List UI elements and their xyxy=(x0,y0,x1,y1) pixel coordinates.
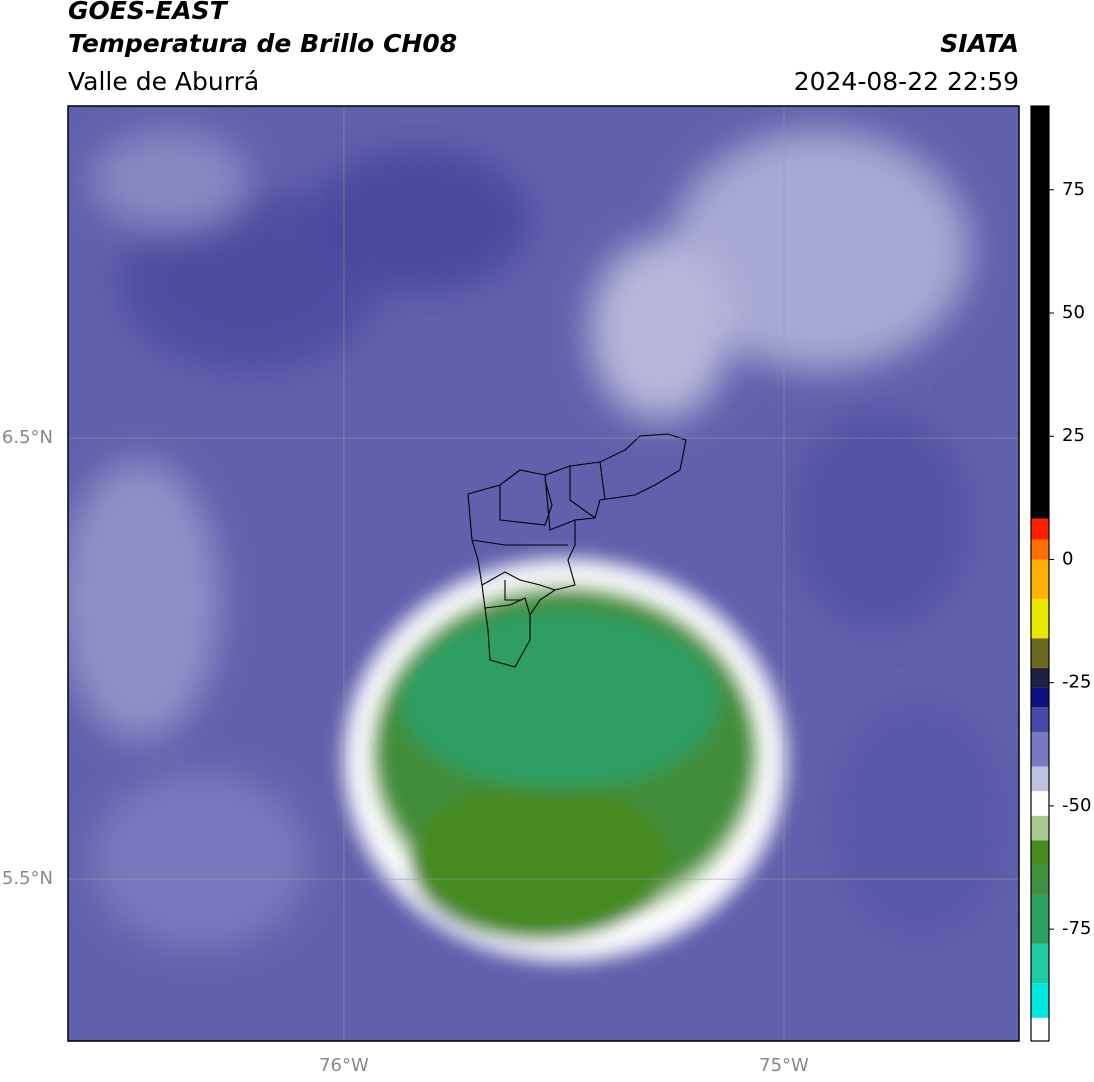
colorbar-segment xyxy=(1031,598,1049,639)
colorbar-segment xyxy=(1031,894,1049,944)
colorbar-tick-label: -25 xyxy=(1062,672,1091,693)
colorbar-segment xyxy=(1031,559,1049,599)
colorbar-segment xyxy=(1031,707,1049,732)
region: Valle de Aburrá xyxy=(68,67,259,96)
y-tick-label: 5.5°N xyxy=(2,868,53,889)
colorbar-segment xyxy=(1031,766,1049,792)
x-tick-label: 75°W xyxy=(759,1055,809,1076)
colorbar-segment xyxy=(1031,539,1049,560)
colorbar-segment xyxy=(1031,791,1049,816)
colorbar-tick-label: 0 xyxy=(1062,548,1073,569)
colorbar-tick-label: 25 xyxy=(1062,425,1085,446)
colorbar-segment xyxy=(1031,687,1049,708)
colorbar-tick-label: -50 xyxy=(1062,795,1091,816)
colorbar-segment xyxy=(1031,943,1049,984)
colorbar-segment xyxy=(1031,815,1049,841)
colorbar-segment xyxy=(1031,865,1049,895)
y-tick-label: 6.5°N xyxy=(2,427,53,448)
colorbar-segment xyxy=(1031,638,1049,668)
title: GOES-EAST xyxy=(68,0,229,25)
colorbar-segment xyxy=(1031,667,1049,688)
colorbar-segment xyxy=(1031,1017,1049,1041)
source: SIATA xyxy=(940,29,1019,58)
colorbar-segment xyxy=(1031,731,1049,767)
map-field xyxy=(68,106,1019,1041)
colorbar-tick-label: 75 xyxy=(1062,179,1085,200)
map-frame xyxy=(67,105,1020,1042)
colorbar-segment xyxy=(1031,518,1049,540)
x-tick-label: 76°W xyxy=(319,1055,369,1076)
colorbar-tick-label: 50 xyxy=(1062,302,1085,323)
colorbar-frame xyxy=(1030,105,1050,1042)
datetime: 2024-08-22 22:59 xyxy=(794,67,1019,96)
colorbar-tick-label: -75 xyxy=(1062,918,1091,939)
subtitle: Temperatura de Brillo CH08 xyxy=(68,29,457,58)
colorbar-segment xyxy=(1031,840,1049,866)
colorbar-segment xyxy=(1031,106,1049,519)
colorbar-segment xyxy=(1031,983,1049,1018)
